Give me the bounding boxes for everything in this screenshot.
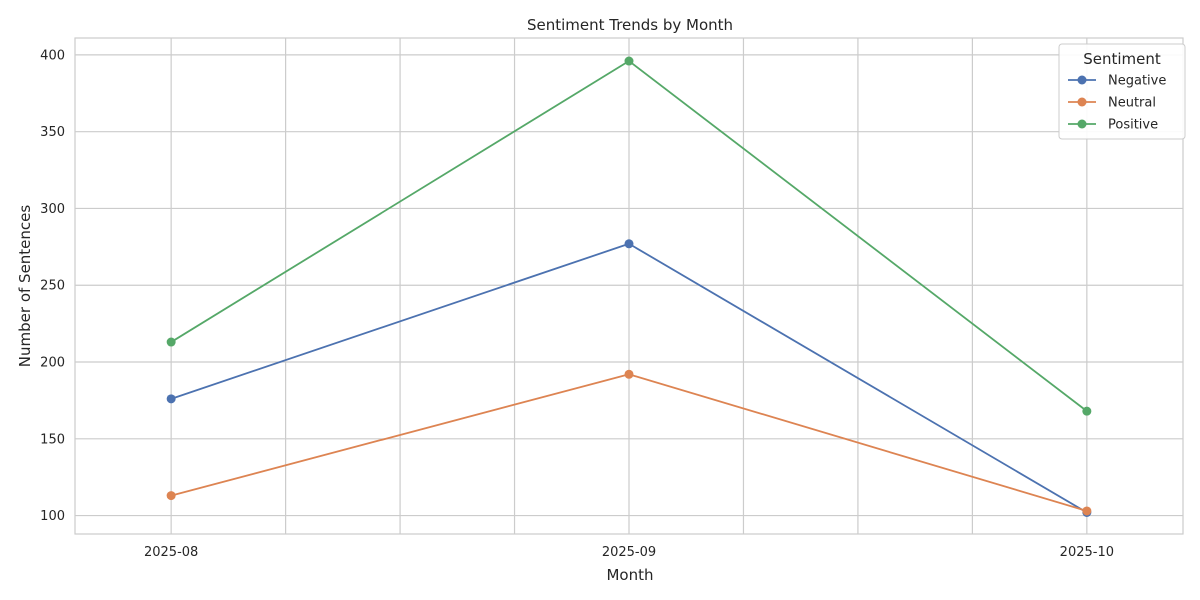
- legend: Sentiment Negative Neutral Positive: [1058, 43, 1186, 140]
- vertical-gridlines: [170, 38, 1088, 534]
- horizontal-gridlines: [75, 54, 1183, 517]
- x-tick-label: 2025-10: [1060, 545, 1114, 560]
- legend-item-positive: Positive: [1068, 118, 1158, 133]
- legend-marker-negative: [1077, 75, 1087, 85]
- x-tick-labels: 2025-08 2025-09 2025-10: [144, 545, 1114, 560]
- y-tick-label: 300: [40, 202, 65, 217]
- y-tick-label: 400: [40, 48, 65, 63]
- legend-box: [1058, 43, 1186, 140]
- y-tick-labels: 100 150 200 250 300 350 400: [40, 48, 65, 524]
- legend-label-neutral: Neutral: [1108, 96, 1156, 111]
- data-point-neutral: [624, 369, 634, 379]
- data-point-positive: [166, 337, 176, 347]
- legend-item-neutral: Neutral: [1068, 96, 1156, 111]
- data-point-negative: [166, 394, 176, 404]
- legend-label-negative: Negative: [1108, 74, 1166, 89]
- data-point-neutral: [1082, 506, 1092, 516]
- data-point-positive: [1082, 406, 1092, 416]
- y-tick-label: 250: [40, 279, 65, 294]
- x-tick-label: 2025-09: [602, 545, 656, 560]
- legend-marker-neutral: [1077, 97, 1087, 107]
- legend-marker-positive: [1077, 119, 1087, 129]
- x-tick-label: 2025-08: [144, 545, 198, 560]
- series-points: [166, 56, 1092, 518]
- data-point-neutral: [166, 491, 176, 501]
- legend-title: Sentiment: [1083, 50, 1161, 68]
- x-axis-label: Month: [606, 566, 653, 584]
- y-tick-label: 200: [40, 356, 65, 371]
- plot-area: [74, 37, 1184, 535]
- data-point-positive: [624, 56, 634, 66]
- legend-label-positive: Positive: [1108, 118, 1158, 133]
- legend-items: Negative Neutral Positive: [1068, 74, 1166, 133]
- chart-title: Sentiment Trends by Month: [527, 16, 733, 34]
- y-tick-label: 100: [40, 509, 65, 524]
- legend-item-negative: Negative: [1068, 74, 1166, 89]
- data-point-negative: [624, 239, 634, 249]
- y-axis-label: Number of Sentences: [16, 205, 34, 368]
- y-tick-label: 150: [40, 432, 65, 447]
- y-tick-label: 350: [40, 125, 65, 140]
